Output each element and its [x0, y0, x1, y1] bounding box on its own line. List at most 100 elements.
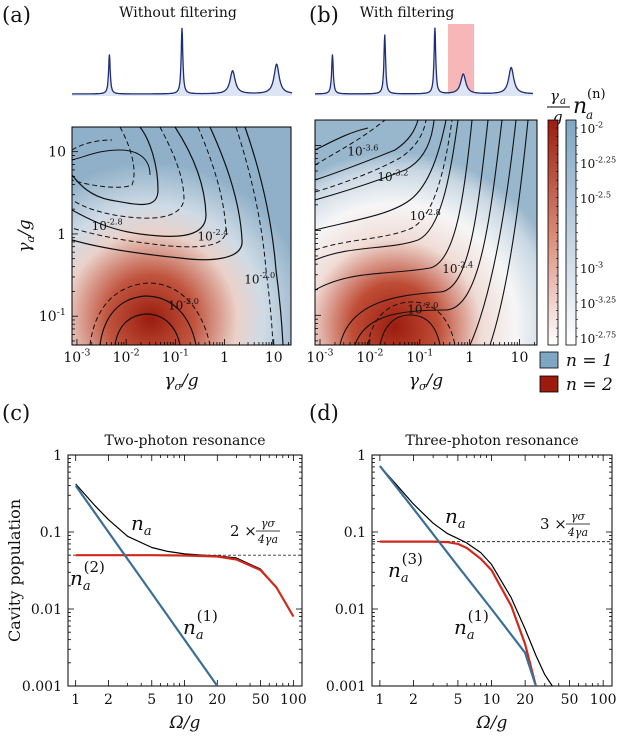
map-a-contour-label-0: 10-2.8 [92, 216, 123, 232]
plot-d-xtick-2: 5 [453, 692, 462, 708]
plot-d-series-2 [379, 465, 537, 686]
plot-d-xtick-1: 2 [409, 692, 418, 708]
colorbar-title-n-sub: a [586, 108, 593, 122]
colorbar-tick-4: 10-3.25 [580, 295, 616, 311]
plot-d-xtick-6: 100 [590, 692, 617, 708]
map-b-xtick-0: 10-3 [306, 348, 333, 366]
map-b-contour-labels: 10-3.6 10-3.2 10-2.8 10-2.4 10-2.0 [347, 142, 473, 316]
plot-c-xtick-6: 100 [280, 692, 307, 708]
reference-label-d: 3 × [540, 515, 567, 533]
plot-d: Three-photon resonance 1 2 5 10 20 50 100 1 0.1 0.… [326, 433, 617, 733]
plot-d-ytick-3: 0.001 [326, 679, 366, 695]
reference-frac-den-c: 4γa [257, 533, 278, 546]
plot-c-ytick-1: 0.1 [40, 525, 62, 541]
colorbar: γ a g n a (n) 10-2 10-2.25 10-2.5 10-3 10-3.… [539, 87, 616, 395]
plot-d-series-label-1: na(3) [388, 550, 423, 586]
panel-label-a: (a) [2, 3, 31, 27]
panel-label-b: (b) [309, 3, 339, 27]
plot-c-xtick-3: 10 [176, 692, 194, 708]
colorbar-tick-5: 10-2.75 [580, 330, 616, 346]
plot-c-xtick-2: 5 [147, 692, 156, 708]
colorbar-title-n: n [573, 94, 587, 119]
colorbar-legend: n = 1 n = 2 [539, 351, 613, 395]
spectrum-b [315, 24, 533, 97]
plot-c-ytick-3: 0.001 [22, 679, 62, 695]
legend-swatch-1 [539, 375, 559, 393]
plot-title: Two-photon resonance [104, 433, 265, 449]
colorbar-title-g: g [553, 108, 563, 126]
colorbar-tick-0: 10-2 [580, 120, 603, 136]
plot-c-xlabel: Ω/g [169, 713, 201, 733]
plot-c-xtick-4: 20 [208, 692, 226, 708]
spectrum-fill [72, 27, 292, 96]
spectrum-a-title: Without filtering [119, 5, 237, 21]
plot-d-ytick-2: 0.01 [335, 602, 366, 618]
map-a-xtick-4: 10 [265, 350, 283, 366]
plot-c-series-label-1: na(2) [70, 558, 105, 594]
plot-c-series-0 [75, 483, 294, 617]
spectrum-line [315, 27, 533, 95]
map-a-contour-label-3: 10-2.0 [168, 296, 199, 312]
plot-d-xtick-4: 20 [516, 692, 534, 708]
map-b-contour-label-1: 10-3.2 [377, 168, 408, 184]
map-b-contours [315, 120, 529, 345]
colorbar-title-n-sup: (n) [587, 87, 606, 102]
spectrum-b-title: With filtering [360, 5, 455, 21]
plot-c: Two-photon resonance 1 2 5 10 20 50 100 1 0.1 0.01… [5, 433, 307, 733]
reference-label-c: 2 × [230, 522, 257, 540]
plot-d-xtick-5: 50 [561, 692, 579, 708]
colorbar-blue [565, 119, 577, 346]
map-a-ytick-0: 10 [48, 145, 66, 161]
spectrum-fill [315, 27, 533, 97]
map-b-xlabel: γσ/g [409, 371, 443, 393]
colorbar-tick-2: 10-2.5 [580, 190, 611, 206]
plot-d-series-label-0: na [445, 504, 466, 532]
colorbar-tick-1: 10-2.25 [580, 155, 616, 171]
map-b: 10-3.6 10-3.2 10-2.8 10-2.4 10-2.0 [314, 119, 538, 346]
colorbar-tick-labels: 10-2 10-2.25 10-2.5 10-3 10-3.25 10-2.75 [580, 120, 616, 346]
reference-frac-num-c: γσ [261, 517, 276, 530]
map-a-xtick-2: 10-1 [162, 348, 189, 366]
plot-c-xtick-0: 1 [71, 692, 80, 708]
map-a-ytick-1: 1 [57, 227, 66, 243]
plot-d-xlabel: Ω/g [476, 713, 508, 733]
map-axes: 10-3 10-2 10-1 1 10 10 1 10-1 γσ/g 10-3 10-2 10-1 1 1… [15, 145, 535, 393]
plot-title: Three-photon resonance [405, 433, 578, 449]
plot-c-xtick-1: 2 [104, 692, 113, 708]
plot-d-ytick-0: 1 [357, 448, 366, 464]
legend-label-1: n = 2 [566, 375, 613, 395]
plot-frame [67, 454, 303, 687]
map-ylabel: γa/g [15, 219, 37, 252]
plot-frame [371, 454, 613, 687]
map-a-contour-label-1: 10-2.4 [197, 227, 228, 243]
map-b-contour-label-4: 10-2.0 [407, 300, 438, 316]
colorbar-tick-3: 10-3 [580, 260, 603, 276]
panel-label-d: (d) [309, 401, 339, 425]
plot-c-xtick-5: 50 [252, 692, 270, 708]
map-a-contour-label-2: 10-2.0 [244, 270, 275, 286]
spectrum-a [72, 27, 293, 96]
plot-c-ytick-2: 0.01 [31, 602, 62, 618]
plot-c-series-2 [74, 484, 219, 686]
map-b-contour-label-2: 10-2.8 [410, 207, 441, 223]
plot-c-ylabel: Cavity population [5, 499, 24, 642]
plot-c-series-label-2: na(1) [183, 607, 218, 643]
plot-d-xtick-0: 1 [375, 692, 384, 708]
colorbar-title: γ a g n a (n) [547, 87, 606, 126]
map-a-xtick-3: 1 [220, 350, 229, 366]
legend-label-0: n = 1 [566, 351, 613, 371]
map-a-xtick-1: 10-2 [113, 348, 140, 366]
plot-d-series-label-2: na(1) [454, 607, 489, 643]
plot-d-series-1 [379, 540, 537, 686]
colorbar-title-gamma-sub: a [560, 96, 566, 107]
panel-label-c: (c) [2, 401, 30, 425]
map-a-xlabel: γσ/g [164, 371, 198, 393]
plot-d-xtick-3: 10 [483, 692, 501, 708]
map-a-ytick-2: 10-1 [39, 307, 66, 325]
reference-frac-num-d: γσ [571, 510, 586, 523]
plot-d-ytick-1: 0.1 [344, 525, 366, 541]
map-a-xtick-0: 10-3 [63, 348, 90, 366]
map-b-contour-label-0: 10-3.6 [347, 142, 378, 158]
plot-c-ytick-0: 1 [53, 448, 62, 464]
